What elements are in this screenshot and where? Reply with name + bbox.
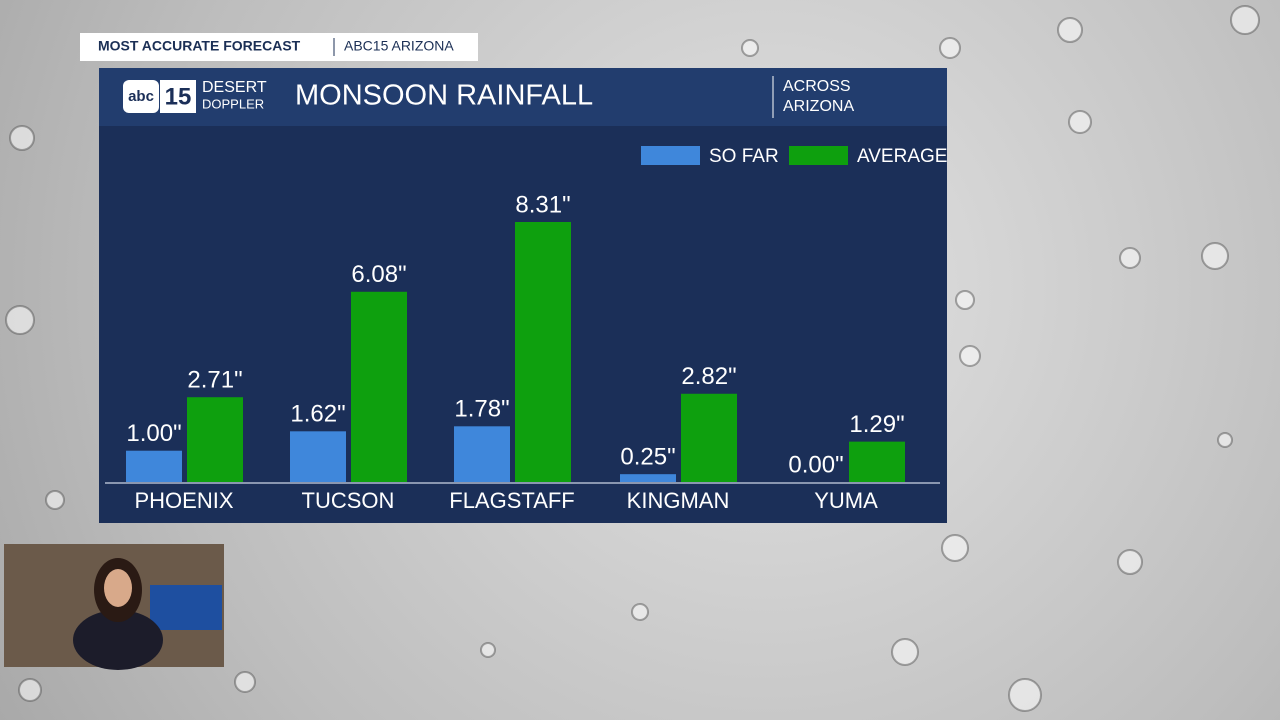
x-tick-label: TUCSON xyxy=(302,488,395,513)
bar xyxy=(187,397,243,482)
bar xyxy=(515,222,571,482)
panel-header xyxy=(99,68,947,126)
value-label: 1.62" xyxy=(290,401,345,428)
value-label: 0.00" xyxy=(788,451,843,478)
chart-title: MONSOON RAINFALL xyxy=(295,80,593,112)
bar xyxy=(454,426,510,482)
logo-line1: DESERT xyxy=(202,79,267,96)
subtitle: ARIZONA xyxy=(783,98,854,115)
value-label: 8.31" xyxy=(515,191,570,218)
presenter-body xyxy=(73,610,163,670)
legend-swatch xyxy=(789,146,848,165)
banner-right: ABC15 ARIZONA xyxy=(344,38,454,54)
value-label: 1.78" xyxy=(454,396,509,423)
x-tick-label: KINGMAN xyxy=(627,488,730,513)
logo-network: abc xyxy=(128,88,154,105)
banner-left: MOST ACCURATE FORECAST xyxy=(98,38,301,54)
value-label: 2.82" xyxy=(681,363,736,390)
raindrops xyxy=(5,5,1260,712)
presenter-face xyxy=(104,569,132,607)
subtitle: ACROSS xyxy=(783,78,851,95)
value-label: 0.25" xyxy=(620,444,675,471)
legend-label: SO FAR xyxy=(709,146,779,167)
logo-abc xyxy=(123,80,159,113)
x-tick-label: FLAGSTAFF xyxy=(449,488,575,513)
bar xyxy=(620,474,676,482)
bar xyxy=(126,450,182,482)
banner xyxy=(80,33,478,61)
x-tick-label: YUMA xyxy=(814,488,878,513)
value-label: 1.00" xyxy=(126,420,181,447)
bar xyxy=(681,393,737,482)
value-label: 2.71" xyxy=(187,367,242,394)
logo-channel: 15 xyxy=(165,83,192,110)
bar xyxy=(849,441,905,482)
value-label: 6.08" xyxy=(351,261,406,288)
legend-label: AVERAGE xyxy=(857,146,947,167)
bar xyxy=(351,291,407,482)
value-label: 1.29" xyxy=(849,411,904,438)
legend-swatch xyxy=(641,146,700,165)
x-tick-label: PHOENIX xyxy=(134,488,233,513)
bar xyxy=(290,431,346,482)
logo-line2: DOPPLER xyxy=(202,96,264,111)
presenter-screen xyxy=(150,585,222,630)
logo-15-box xyxy=(160,80,196,113)
